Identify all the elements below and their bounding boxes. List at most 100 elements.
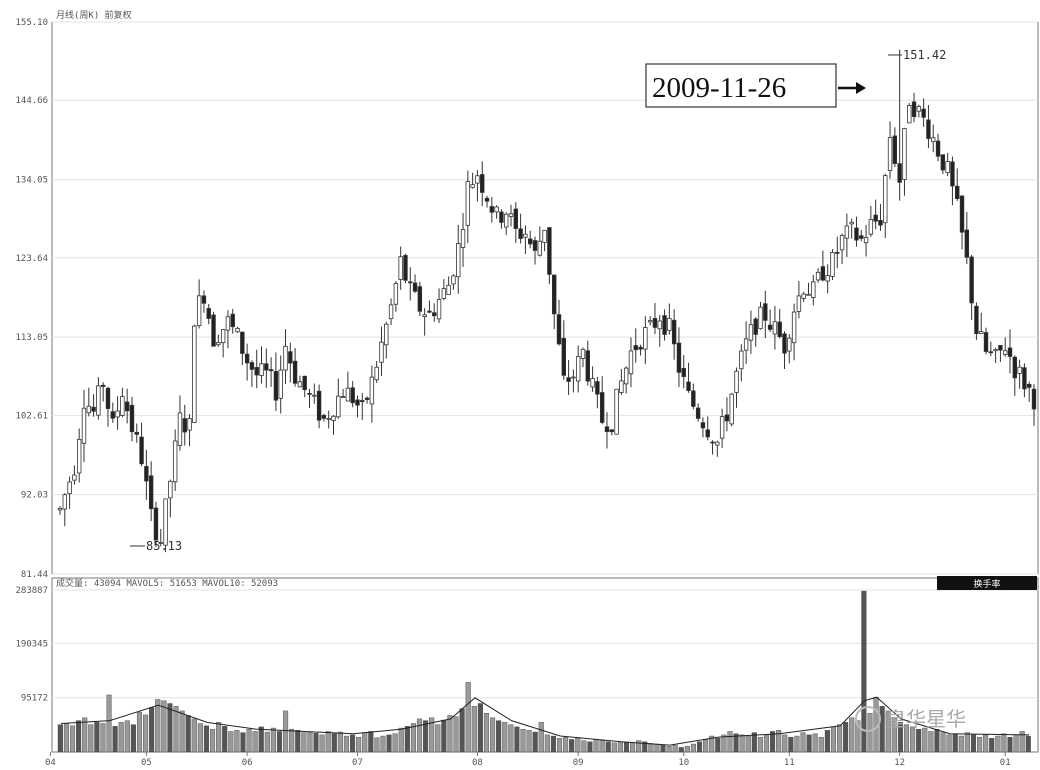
candle-body <box>403 255 408 281</box>
volume-tick-label: 190345 <box>15 639 48 649</box>
volume-bar <box>216 722 222 753</box>
volume-button[interactable] <box>937 576 1037 590</box>
candle-body <box>456 243 461 278</box>
volume-bar <box>441 719 447 753</box>
candle-body <box>307 392 312 395</box>
low-label: 85.13 <box>146 539 182 553</box>
volume-bar <box>502 722 508 753</box>
candle-body <box>614 388 619 435</box>
volume-bar <box>410 723 416 753</box>
volume-bar <box>526 730 532 753</box>
volume-bar <box>301 732 307 753</box>
candle-body <box>887 137 893 171</box>
candle-body <box>427 310 432 313</box>
candle-body <box>878 220 883 226</box>
volume-bar <box>599 740 605 753</box>
candle-body <box>662 315 667 335</box>
candle-body <box>791 311 797 344</box>
x-tick-label: 11 <box>784 758 795 768</box>
candle-body <box>220 329 226 344</box>
candle-body <box>575 356 581 382</box>
candle-body <box>331 415 336 421</box>
candle-body <box>345 387 351 402</box>
volume-bar <box>136 711 143 753</box>
candle-body <box>81 407 87 444</box>
candle-body <box>902 128 907 180</box>
candle-body <box>657 320 662 330</box>
x-tick-label: 06 <box>242 758 253 768</box>
candle-body <box>681 367 686 377</box>
volume-bar <box>806 734 812 753</box>
candle-body <box>710 441 715 444</box>
candle-body <box>729 393 734 425</box>
candle-body <box>523 233 528 238</box>
candle-body <box>907 105 912 124</box>
candle-body <box>484 197 490 202</box>
candle-body <box>364 397 370 400</box>
candle-body <box>451 275 456 285</box>
price-header: 月线(周K) 前复权 <box>56 9 132 21</box>
candle-body <box>604 426 610 433</box>
candle-body <box>120 396 125 416</box>
volume-bar <box>757 736 763 753</box>
volume-bar <box>593 739 599 753</box>
candle-body <box>100 384 106 387</box>
volume-bar <box>837 724 843 753</box>
volume-bar <box>283 710 289 753</box>
candle-body <box>211 314 216 347</box>
candle-body <box>302 375 307 391</box>
price-tick-label: 123.64 <box>15 254 48 264</box>
volume-bar <box>106 694 112 753</box>
candle-body <box>825 275 830 282</box>
volume-bar <box>587 741 593 753</box>
volume-bar <box>885 710 891 753</box>
candle-body <box>955 185 960 200</box>
candle-body <box>244 353 250 364</box>
candle-body <box>326 418 331 420</box>
volume-bar <box>69 725 76 753</box>
volume-bar <box>240 732 246 753</box>
candle-body <box>168 480 173 499</box>
volume-bar <box>514 726 520 753</box>
volume-bar <box>611 742 617 753</box>
candle-body <box>216 342 221 346</box>
volume-bar <box>715 738 721 753</box>
volume-button-label[interactable]: 换手率 <box>973 578 1000 590</box>
volume-bar <box>648 743 654 753</box>
candle-body <box>959 195 965 233</box>
volume-bar <box>940 732 946 753</box>
volume-bar <box>386 734 392 753</box>
volume-bar <box>660 744 666 753</box>
candle-body <box>355 399 360 406</box>
candle-body <box>518 228 523 239</box>
volume-bar <box>983 734 989 753</box>
candle-body <box>144 466 149 482</box>
volume-bar <box>849 717 855 753</box>
candle-body <box>528 238 533 245</box>
x-tick-label: 12 <box>894 758 905 768</box>
candle-body <box>676 342 682 373</box>
volume-bar <box>830 726 836 753</box>
candle-body <box>748 324 754 341</box>
price-tick-label: 155.10 <box>15 18 48 28</box>
candle-body <box>268 369 274 372</box>
volume-bar <box>666 746 672 753</box>
volume-bar <box>276 731 283 753</box>
candle-body <box>628 350 634 375</box>
candle-body <box>772 321 778 335</box>
candle-body <box>259 363 264 376</box>
candle-body <box>883 175 888 224</box>
watermark-icon <box>855 706 881 732</box>
candle-body <box>542 229 547 243</box>
volume-bar <box>623 742 630 753</box>
volume-bar <box>252 731 258 753</box>
volume-bar <box>995 735 1001 753</box>
volume-bar <box>824 730 830 753</box>
candle-body <box>67 481 72 495</box>
candle-body <box>811 281 816 298</box>
volume-bar <box>910 726 916 753</box>
volume-bar <box>812 733 818 753</box>
candle-body <box>839 235 845 251</box>
candle-body <box>979 331 984 334</box>
volume-bar <box>343 735 349 753</box>
